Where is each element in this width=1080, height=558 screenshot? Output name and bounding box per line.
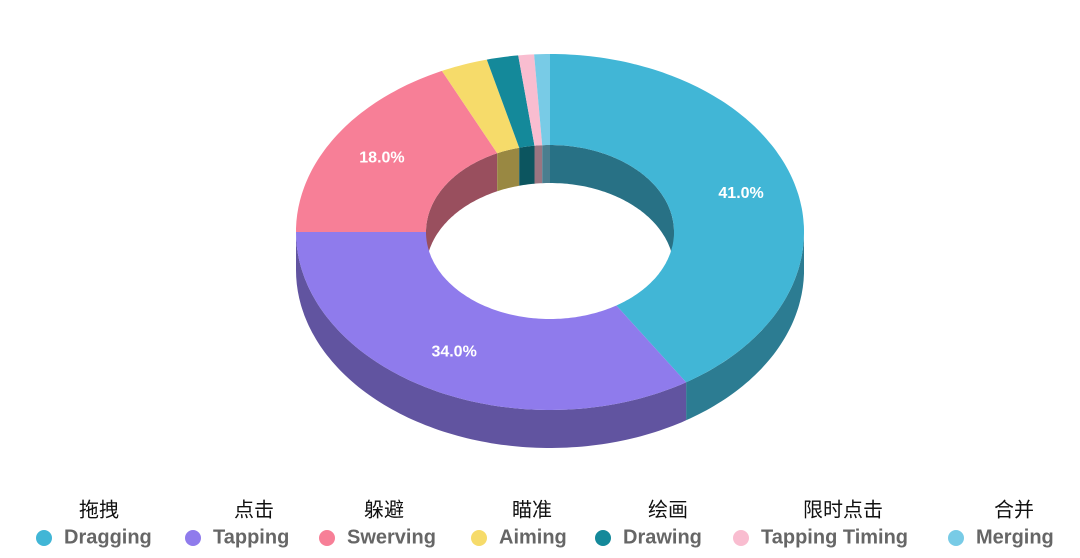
legend-label-zh: 点击 [234, 498, 274, 522]
slice [486, 55, 535, 148]
slice [441, 59, 520, 154]
legend-label-zh: 拖拽 [79, 498, 119, 522]
slice [296, 232, 687, 410]
slice-inner-side [519, 145, 535, 186]
legend-label-zh: 限时点击 [803, 498, 883, 522]
slice [296, 70, 498, 233]
legend-label: Merging [976, 526, 1054, 548]
legend-label: Tapping [213, 526, 289, 548]
slice [534, 54, 550, 146]
legend-label-zh: 瞄准 [512, 498, 552, 522]
slice [550, 54, 804, 383]
legend-label-zh: 合并 [994, 498, 1034, 522]
slice-inner-side [542, 145, 550, 184]
slice-inner-side [497, 147, 520, 192]
legend-label: Aiming [499, 526, 567, 548]
data-label: 41.0% [718, 185, 763, 202]
legend-marker [319, 530, 335, 546]
legend-marker [471, 530, 487, 546]
legend-label: Dragging [64, 526, 152, 548]
slice-side [296, 232, 687, 448]
slice-inner-side [534, 145, 543, 184]
legend-marker [733, 530, 749, 546]
legend-label: Swerving [347, 526, 436, 548]
legend-marker [36, 530, 52, 546]
slice [518, 54, 543, 146]
slice-inner-side [426, 153, 498, 270]
legend-marker [595, 530, 611, 546]
legend-marker [948, 530, 964, 546]
legend-label-zh: 躲避 [364, 498, 404, 522]
legend-label-zh: 绘画 [648, 498, 688, 522]
slice-side [686, 232, 804, 421]
legend-marker [185, 530, 201, 546]
data-label: 34.0% [431, 344, 476, 361]
legend-label: Tapping Timing [761, 526, 908, 548]
legend-label: Drawing [623, 526, 702, 548]
slice-inner-side [550, 145, 674, 270]
data-label: 18.0% [359, 150, 404, 167]
